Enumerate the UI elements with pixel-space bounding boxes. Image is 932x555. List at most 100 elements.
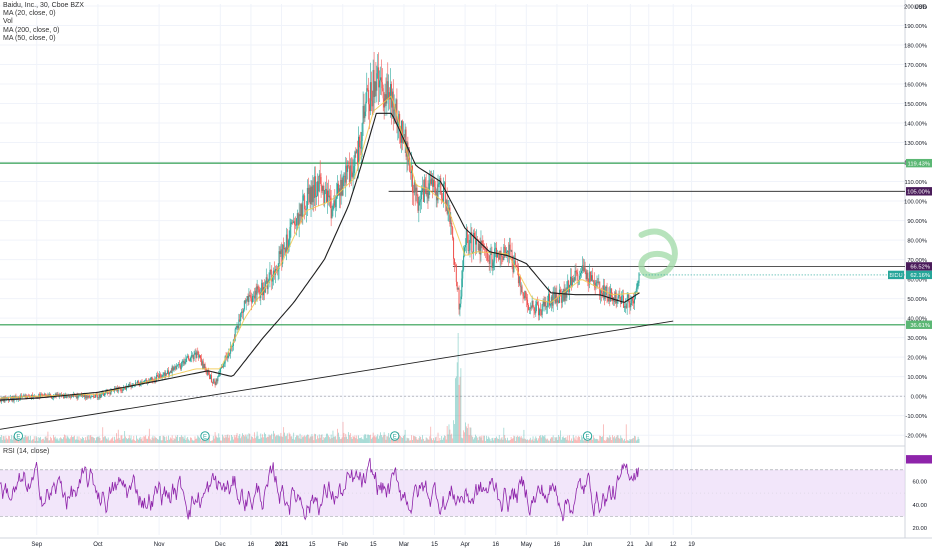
candle-body: [458, 288, 460, 310]
candle-body: [561, 298, 563, 303]
volume-bar: [399, 435, 401, 443]
volume-bar: [114, 436, 116, 443]
candle-body: [351, 171, 353, 177]
volume-bar: [414, 436, 416, 443]
earnings-marker[interactable]: E: [582, 431, 593, 441]
volume-bar: [502, 439, 504, 443]
candle-body: [409, 157, 411, 172]
level-label-2[interactable]: 66.52%: [910, 265, 930, 271]
volume-bar: [532, 436, 534, 443]
candle-body: [530, 307, 532, 309]
candle-body: [454, 264, 456, 266]
candle-body: [595, 282, 597, 288]
volume-bar: [328, 437, 330, 443]
candle-body: [358, 136, 360, 165]
candle-body: [337, 183, 339, 197]
volume-bar: [349, 435, 350, 443]
volume-bar: [426, 438, 428, 443]
volume-bar: [433, 438, 434, 443]
volume-bar: [182, 436, 184, 443]
volume-bar: [96, 436, 98, 443]
candle-body: [157, 375, 159, 377]
candle-body: [328, 195, 330, 198]
candle-body: [57, 393, 59, 395]
candle-body: [575, 270, 577, 273]
volume-bar: [435, 436, 437, 443]
earnings-marker[interactable]: E: [200, 431, 210, 441]
volume-bar: [18, 439, 20, 443]
volume-bar: [378, 438, 380, 443]
earnings-marker-circle: [582, 431, 593, 441]
candle-body: [548, 293, 550, 302]
volume-bar: [316, 439, 317, 443]
volume-bar: [290, 436, 292, 443]
candle-body: [2, 397, 4, 401]
volume-bar: [111, 438, 113, 443]
volume-bar: [286, 433, 288, 443]
candle-body: [633, 300, 635, 304]
candle-body: [570, 276, 572, 286]
volume-bar: [165, 440, 167, 443]
earnings-marker[interactable]: E: [13, 431, 24, 441]
volume-bar: [526, 439, 528, 443]
candle-body: [538, 309, 540, 316]
level-label-0[interactable]: 119.43%: [908, 161, 930, 167]
candle-body: [485, 249, 487, 253]
time-axis-tick: 16: [248, 542, 255, 548]
price-axis-tick: 130.00%: [904, 141, 927, 147]
candle-body: [489, 254, 491, 264]
candle-body: [122, 389, 124, 391]
volume-bar: [80, 438, 82, 443]
candle-body: [619, 295, 621, 300]
volume-bar: [506, 440, 507, 443]
candle-body: [290, 222, 292, 227]
volume-bar: [43, 440, 45, 443]
candle-body: [220, 368, 222, 373]
legend-title[interactable]: Baidu, Inc., 30, Cboe BZX: [3, 2, 84, 9]
candle-body: [9, 397, 11, 400]
legend-ma200[interactable]: MA (200, close, 0): [3, 26, 60, 34]
last-price-label[interactable]: 62.16%: [910, 273, 930, 279]
earnings-marker[interactable]: E: [390, 431, 400, 441]
rsi-legend[interactable]: RSI (14, close): [3, 448, 50, 455]
candle-body: [250, 296, 252, 299]
volume-bar: [295, 437, 296, 443]
candle-body: [406, 142, 408, 157]
ma20-line[interactable]: [0, 95, 640, 399]
volume-bar: [397, 439, 399, 443]
candle-body: [70, 396, 72, 398]
price-axis-tick: 180.00%: [904, 43, 927, 49]
trendline[interactable]: [0, 320, 674, 430]
candle-body: [507, 250, 509, 257]
volume-bar: [362, 439, 364, 443]
volume-bar: [592, 435, 594, 443]
candle-body: [10, 397, 12, 401]
volume-bar: [524, 438, 526, 443]
candle-body: [260, 294, 262, 299]
candle-body: [292, 222, 294, 224]
volume-bar: [351, 439, 353, 443]
volume-bar: [424, 440, 426, 443]
rsi-line[interactable]: [0, 457, 639, 522]
candle-body: [529, 307, 531, 310]
volume-bar: [477, 440, 479, 443]
time-axis-tick: 2021: [275, 542, 289, 548]
ma50-line[interactable]: [0, 112, 640, 401]
volume-bar: [373, 436, 375, 443]
legend-ma20[interactable]: MA (20, close, 0): [3, 10, 56, 18]
level-label-3[interactable]: 36.61%: [910, 323, 930, 329]
volume-bar: [317, 435, 318, 443]
legend-volume[interactable]: Vol: [3, 18, 13, 26]
candle-body: [144, 379, 146, 381]
candle-body: [450, 222, 452, 224]
volume-bar: [379, 435, 380, 443]
ticker-tag[interactable]: BIDU: [889, 273, 902, 279]
volume-bar: [492, 437, 494, 443]
candle-body: [261, 282, 263, 295]
legend-ma50[interactable]: MA (50, close, 0): [3, 34, 56, 42]
price-axis-tick: 160.00%: [904, 82, 927, 88]
level-label-1[interactable]: 105.00%: [907, 190, 930, 196]
hand-drawn-mark[interactable]: [638, 228, 678, 279]
candle-body: [485, 249, 487, 251]
